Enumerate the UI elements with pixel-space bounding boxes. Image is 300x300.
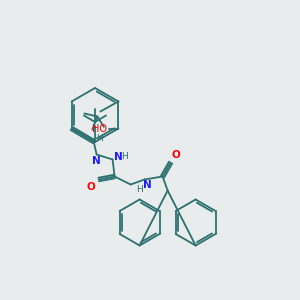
Text: N: N	[92, 155, 100, 166]
Text: O: O	[87, 182, 96, 191]
Text: H: H	[97, 134, 104, 143]
Text: O: O	[172, 151, 180, 160]
Text: HO: HO	[92, 124, 107, 134]
Text: N: N	[142, 181, 152, 190]
Text: H: H	[122, 152, 128, 161]
Text: N: N	[114, 152, 122, 161]
Text: H: H	[136, 185, 143, 194]
